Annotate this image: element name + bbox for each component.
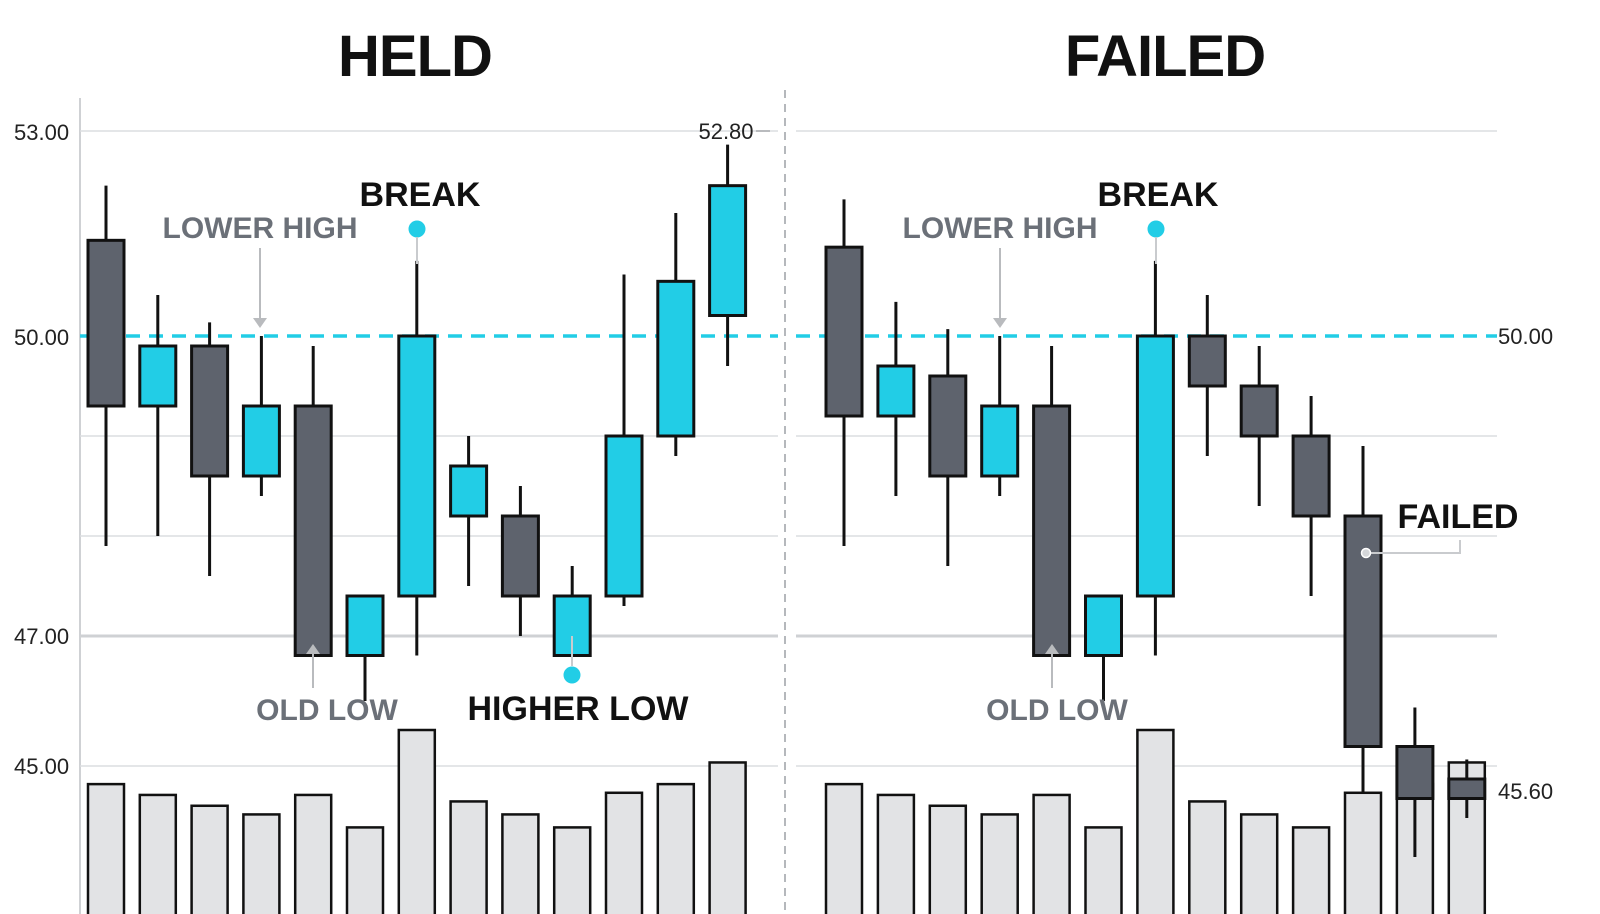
bullish-candle bbox=[604, 434, 644, 598]
bullish-candle bbox=[241, 404, 281, 478]
break-marker-icon bbox=[408, 220, 426, 238]
y-tick-label: 47.00 bbox=[14, 624, 69, 649]
volume-bar bbox=[86, 782, 126, 914]
bearish-candle bbox=[500, 514, 540, 598]
annotation-leader-line bbox=[1366, 540, 1461, 554]
bearish-candle bbox=[928, 374, 968, 478]
volume-layer bbox=[86, 728, 1487, 914]
panel-title-failed: FAILED bbox=[1065, 24, 1265, 89]
bullish-candle bbox=[138, 344, 178, 408]
bullish-candle bbox=[708, 184, 748, 317]
bearish-candle bbox=[824, 245, 864, 418]
bullish-candle bbox=[980, 404, 1020, 478]
volume-bar bbox=[552, 826, 592, 914]
annotation-lower-high: LOWER HIGH bbox=[903, 212, 1098, 245]
y-tick-label: 50.00 bbox=[14, 325, 69, 350]
annotation-old-low: OLD LOW bbox=[256, 694, 398, 727]
value-label-high: 52.80 bbox=[698, 119, 753, 144]
volume-bar bbox=[876, 793, 916, 914]
volume-bar bbox=[1084, 826, 1123, 914]
bearish-candle bbox=[293, 404, 333, 657]
bullish-candle bbox=[345, 594, 385, 657]
annotation-lower-high: LOWER HIGH bbox=[163, 212, 358, 245]
annotation-higher-low: HIGHER LOW bbox=[468, 690, 690, 728]
arrow-down-icon bbox=[993, 318, 1007, 328]
volume-bar bbox=[1032, 793, 1071, 914]
volume-bar bbox=[1343, 791, 1383, 914]
candle-layer bbox=[86, 144, 1487, 857]
volume-bar bbox=[1136, 728, 1175, 914]
bullish-candle bbox=[876, 364, 916, 418]
volume-bar bbox=[397, 728, 437, 914]
arrow-up-icon bbox=[306, 644, 320, 654]
arrow-up-icon bbox=[1045, 644, 1059, 654]
bullish-candle bbox=[656, 279, 696, 438]
volume-bar bbox=[190, 804, 229, 914]
y-tick-label: 53.00 bbox=[14, 120, 69, 145]
volume-bar bbox=[708, 761, 747, 914]
text-layer: HELD FAILED 53.00 50.00 47.00 45.00 LOWE… bbox=[14, 24, 1553, 804]
bullish-candle bbox=[1135, 334, 1175, 598]
y-tick-label: 45.00 bbox=[14, 754, 69, 779]
value-label-reference: 50.00 bbox=[1498, 324, 1553, 349]
bearish-candle bbox=[86, 238, 126, 408]
bearish-candle bbox=[1032, 404, 1072, 657]
volume-bar bbox=[345, 826, 385, 914]
break-marker-icon bbox=[1147, 220, 1165, 238]
volume-bar bbox=[501, 813, 540, 914]
bearish-candle bbox=[190, 344, 230, 478]
bullish-candle bbox=[449, 464, 489, 518]
annotation-old-low: OLD LOW bbox=[986, 694, 1128, 727]
volume-bar bbox=[928, 804, 968, 914]
volume-bar bbox=[604, 791, 644, 914]
volume-bar bbox=[449, 800, 488, 914]
volume-bar bbox=[1239, 813, 1279, 914]
volume-bar bbox=[242, 813, 281, 914]
annotation-layer bbox=[253, 130, 1461, 688]
bearish-candle bbox=[1291, 434, 1331, 518]
bearish-candle bbox=[1447, 777, 1487, 800]
annotation-failed: FAILED bbox=[1398, 498, 1519, 536]
volume-bar bbox=[1188, 800, 1227, 914]
bearish-candle bbox=[1239, 384, 1279, 438]
volume-bar bbox=[138, 793, 178, 914]
bullish-candle bbox=[397, 334, 437, 598]
volume-bar bbox=[293, 793, 333, 914]
bearish-candle bbox=[1187, 334, 1227, 388]
panel-title-held: HELD bbox=[338, 24, 492, 89]
arrow-down-icon bbox=[253, 318, 267, 328]
higher-low-marker-icon bbox=[563, 666, 581, 684]
volume-bar bbox=[1291, 826, 1331, 914]
annotation-break: BREAK bbox=[360, 176, 481, 214]
volume-bar bbox=[824, 782, 864, 914]
volume-bar bbox=[980, 813, 1019, 914]
value-label-last: 45.60 bbox=[1498, 779, 1553, 804]
bearish-candle bbox=[1395, 745, 1435, 800]
failed-marker-icon bbox=[1360, 547, 1372, 559]
bullish-candle bbox=[1084, 594, 1123, 657]
annotation-break: BREAK bbox=[1098, 176, 1219, 214]
volume-bar bbox=[656, 782, 696, 914]
